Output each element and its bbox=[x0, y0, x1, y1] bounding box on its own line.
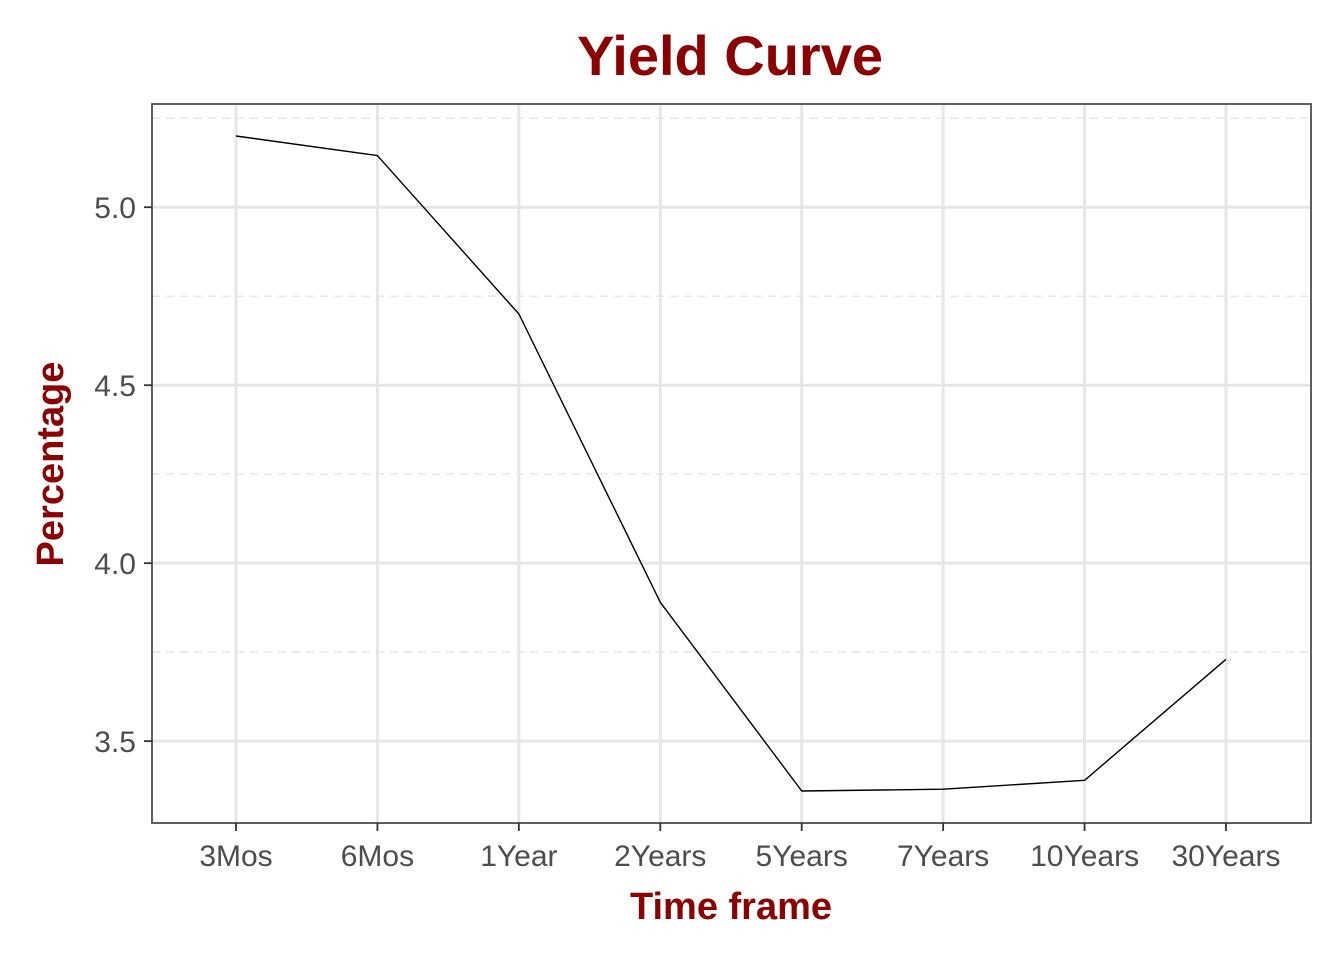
y-tick-label: 4.5 bbox=[94, 370, 136, 403]
y-axis-title: Percentage bbox=[30, 362, 72, 567]
panel-background bbox=[152, 104, 1311, 823]
x-axis-ticks: 3Mos 6Mos 1Year 2Years 5Years 7Years 10Years 30… bbox=[199, 823, 1280, 873]
x-tick-label: 7Years bbox=[897, 840, 989, 873]
x-tick-label: 10Years bbox=[1030, 840, 1139, 873]
x-tick-label: 30Years bbox=[1172, 840, 1281, 873]
y-axis-ticks: 3.5 4.0 4.5 5.0 bbox=[94, 192, 152, 759]
x-tick-label: 3Mos bbox=[199, 840, 272, 873]
plot-panel bbox=[151, 103, 1312, 824]
x-axis-title: Time frame bbox=[630, 886, 832, 928]
yield-curve-line bbox=[235, 135, 1227, 792]
x-tick-label: 5Years bbox=[756, 840, 848, 873]
y-tick-label: 3.5 bbox=[94, 726, 136, 759]
x-tick-label: 1Year bbox=[480, 840, 557, 873]
x-tick-label: 6Mos bbox=[341, 840, 414, 873]
panel-border bbox=[151, 103, 1312, 824]
y-tick-label: 5.0 bbox=[94, 192, 136, 225]
chart-title: Yield Curve bbox=[577, 24, 883, 87]
y-tick-label: 4.0 bbox=[94, 548, 136, 581]
x-tick-label: 2Years bbox=[614, 840, 706, 873]
